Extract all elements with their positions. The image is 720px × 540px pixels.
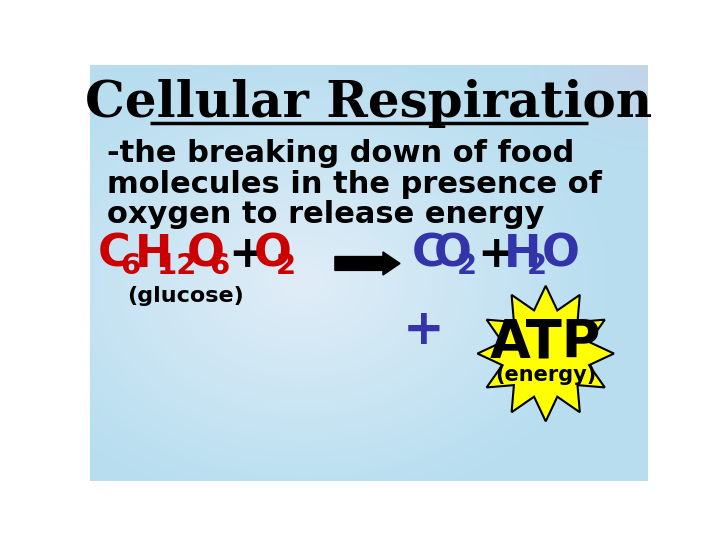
Text: H: H (135, 233, 172, 275)
Text: +: + (402, 306, 444, 354)
Text: O: O (186, 233, 225, 275)
Text: oxygen to release energy: oxygen to release energy (107, 200, 544, 230)
Text: -the breaking down of food: -the breaking down of food (107, 139, 575, 168)
Text: 6: 6 (120, 252, 140, 280)
Text: +: + (477, 233, 515, 275)
Text: Cellular Respiration: Cellular Respiration (86, 79, 652, 128)
Text: O: O (541, 233, 580, 275)
Text: (glucose): (glucose) (127, 286, 244, 306)
Text: 2: 2 (276, 252, 297, 280)
Text: O: O (434, 233, 472, 275)
Text: molecules in the presence of: molecules in the presence of (107, 170, 602, 199)
Text: 12: 12 (157, 252, 197, 280)
Text: (energy): (energy) (495, 365, 596, 385)
FancyArrow shape (335, 252, 400, 275)
Text: H: H (504, 233, 541, 275)
Text: C: C (412, 233, 444, 275)
Polygon shape (477, 286, 614, 421)
Text: 6: 6 (209, 252, 229, 280)
Text: +: + (228, 233, 266, 275)
Text: 2: 2 (456, 252, 477, 280)
Text: ATP: ATP (490, 316, 601, 368)
Text: 2: 2 (527, 252, 547, 280)
Text: C: C (98, 233, 130, 275)
Text: O: O (254, 233, 292, 275)
